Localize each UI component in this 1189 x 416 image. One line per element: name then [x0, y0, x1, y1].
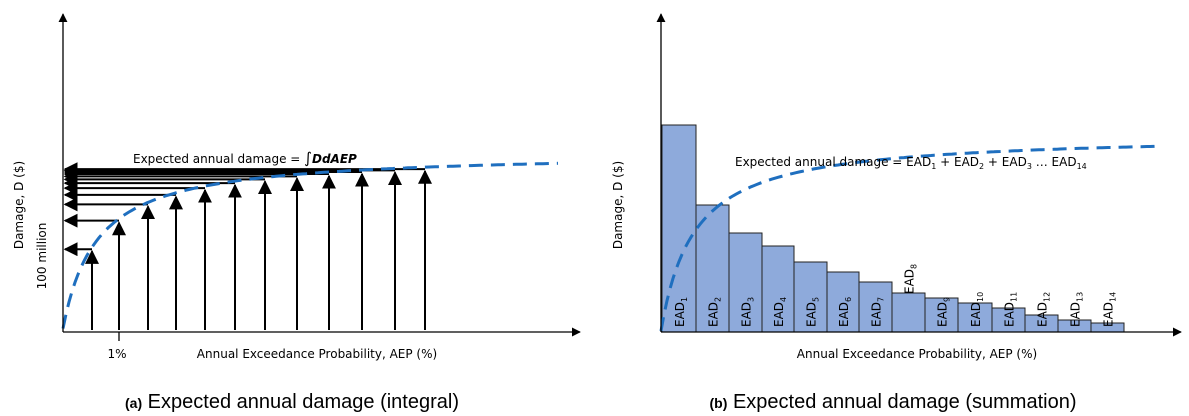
- ead-bar-label-sub: 7: [877, 297, 886, 302]
- equation-a: Expected annual damage = ∫DdAEP: [133, 149, 357, 167]
- caption-a-text: Expected annual damage (integral): [142, 391, 459, 413]
- ead-bar-label-prefix: EAD: [1036, 302, 1050, 327]
- ead-bar-label-sub: 6: [844, 297, 853, 302]
- ead-bar-label-prefix: EAD: [707, 302, 721, 327]
- y-tick-label-a: 100 million: [35, 223, 49, 290]
- panel-a: Damage, D ($) 100 million 1% Annual Exce…: [12, 13, 581, 413]
- eq-b-mid2: + EAD: [984, 155, 1027, 169]
- ead-bar: [858, 281, 893, 333]
- ead-bar-label: EAD12: [1036, 292, 1052, 327]
- equation-a-prefix: Expected annual damage =: [133, 152, 304, 166]
- ead-bar-label-prefix: EAD: [969, 302, 983, 327]
- ead-bar-label-sub: 4: [779, 297, 788, 302]
- ead-bar-label: EAD4: [772, 297, 788, 327]
- ead-bar-label: EAD7: [870, 297, 886, 327]
- ead-bar-label: EAD3: [740, 297, 756, 327]
- ead-bar-label-sub: 1: [680, 297, 689, 302]
- eq-b-sub4: 14: [1077, 162, 1087, 171]
- caption-a-prefix: (a): [125, 395, 142, 411]
- x-tick-label-a: 1%: [107, 347, 126, 361]
- ead-bar-label-sub: 2: [714, 297, 723, 302]
- ead-bar-label: EAD8: [903, 264, 919, 294]
- eq-b-mid1: + EAD: [936, 155, 979, 169]
- ead-bar-label: EAD5: [805, 297, 821, 327]
- caption-b: (b) Expected annual damage (summation): [710, 391, 1077, 413]
- damage-probability-arrows: [63, 162, 432, 341]
- ead-bars: EAD1EAD2EAD3EAD4EAD5EAD6EAD7EAD8EAD9EAD1…: [661, 124, 1125, 333]
- ead-bar-label: EAD6: [837, 297, 853, 327]
- ead-bar-label-sub: 3: [747, 297, 756, 302]
- ead-bar: [695, 204, 730, 333]
- ead-bar-label-sub: 12: [1043, 292, 1052, 302]
- ead-bar-label: EAD2: [707, 297, 723, 327]
- ead-bar-label-sub: 8: [910, 264, 919, 269]
- ead-bar-label-prefix: EAD: [837, 302, 851, 327]
- ead-bar-label-prefix: EAD: [1069, 302, 1083, 327]
- ead-bar-label: EAD13: [1069, 292, 1085, 327]
- ead-bar-label-prefix: EAD: [772, 302, 786, 327]
- ead-bar: [793, 261, 828, 333]
- integral-symbol: ∫: [304, 149, 312, 167]
- ead-bar-label-sub: 11: [1010, 292, 1019, 302]
- caption-b-prefix: (b): [710, 395, 728, 411]
- ead-bar: [991, 307, 1026, 333]
- ead-bar-label-sub: 10: [976, 292, 985, 302]
- eq-b-sub3: 3: [1027, 162, 1032, 171]
- x-axis-label-b: Annual Exceedance Probability, AEP (%): [797, 347, 1037, 361]
- ead-bar-label-prefix: EAD: [870, 302, 884, 327]
- equation-b: Expected annual damage = EAD1 + EAD2 + E…: [735, 155, 1087, 171]
- ead-bar-label: EAD14: [1102, 292, 1118, 327]
- x-axis-label-a: Annual Exceedance Probability, AEP (%): [197, 347, 437, 361]
- panel-b: EAD1EAD2EAD3EAD4EAD5EAD6EAD7EAD8EAD9EAD1…: [611, 13, 1182, 413]
- ead-bar-label: EAD11: [1003, 292, 1019, 327]
- eq-b-sub2: 2: [979, 162, 984, 171]
- ead-bar-label-sub: 9: [943, 297, 952, 302]
- ead-bar-label: EAD10: [969, 292, 985, 327]
- damage-curve-a: [61, 161, 559, 329]
- ead-bar-label-prefix: EAD: [673, 302, 687, 327]
- eq-b-mid3: … EAD: [1032, 155, 1077, 169]
- ead-bar-label-prefix: EAD: [1003, 302, 1017, 327]
- ead-bar-label-prefix: EAD: [936, 302, 950, 327]
- eq-b-sub1: 1: [931, 162, 936, 171]
- ead-bar-label: EAD1: [673, 297, 689, 327]
- ead-bar-label: EAD9: [936, 297, 952, 327]
- ead-bar-label-prefix: EAD: [740, 302, 754, 327]
- ead-bar: [924, 297, 959, 333]
- ead-bar-label-prefix: EAD: [903, 269, 917, 294]
- ead-bar-label-sub: 13: [1076, 292, 1085, 302]
- ead-bar-label-prefix: EAD: [1102, 302, 1116, 327]
- ead-bar: [761, 245, 795, 333]
- damage-curve-b: [659, 144, 1160, 332]
- y-axis-label-b: Damage, D ($): [611, 161, 625, 249]
- ead-bar: [826, 271, 860, 333]
- ead-bar-label-prefix: EAD: [805, 302, 819, 327]
- ead-bar-label-sub: 5: [812, 297, 821, 302]
- caption-b-text: Expected annual damage (summation): [727, 391, 1076, 413]
- equation-a-body: DdAEP: [312, 152, 357, 166]
- ead-bar: [891, 292, 926, 333]
- eq-b-prefix: Expected annual damage = EAD: [735, 155, 931, 169]
- caption-a: (a) Expected annual damage (integral): [125, 391, 459, 413]
- ead-bar-label-sub: 14: [1109, 292, 1118, 302]
- y-axis-label-a: Damage, D ($): [12, 161, 26, 249]
